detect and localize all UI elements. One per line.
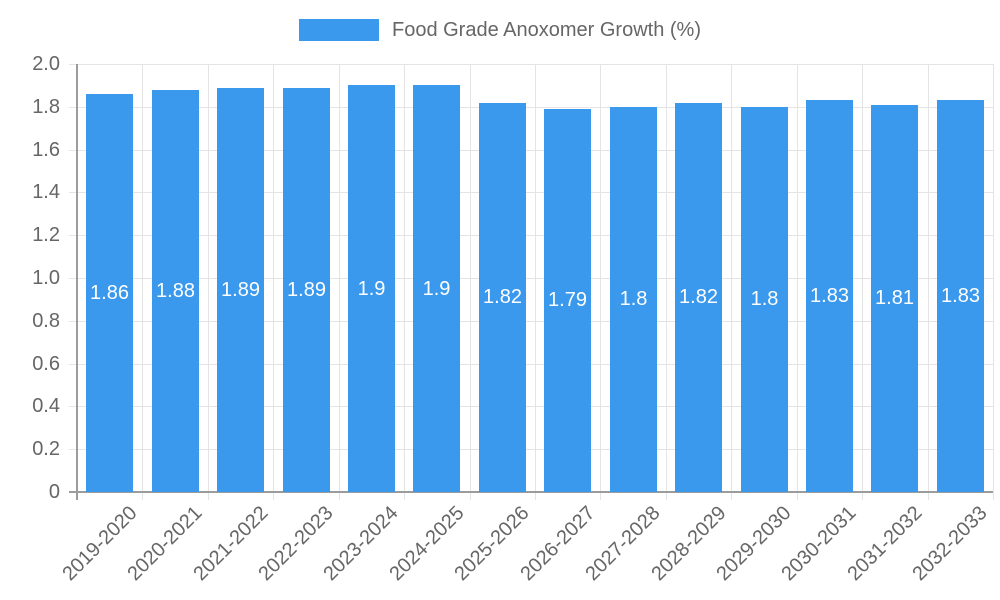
chart-legend-item[interactable]: Food Grade Anoxomer Growth (%) (0, 18, 1000, 42)
y-tick-mark (69, 278, 77, 279)
x-tick-mark (993, 492, 994, 500)
x-tick-mark (666, 492, 667, 500)
x-tick-mark (470, 492, 471, 500)
x-tick-mark (797, 492, 798, 500)
x-tick-mark (208, 492, 209, 500)
bar-2020-2021[interactable] (152, 90, 199, 492)
legend-label: Food Grade Anoxomer Growth (%) (391, 19, 701, 41)
y-tick-mark (69, 406, 77, 407)
x-tick-mark (339, 492, 340, 500)
y-tick-mark (69, 107, 77, 108)
y-axis-tick-label: 1.0 (32, 267, 60, 289)
x-tick-mark (142, 492, 143, 500)
x-gridline (666, 64, 667, 492)
y-axis-tick-label: 1.6 (32, 139, 60, 161)
x-gridline (273, 64, 274, 492)
x-gridline (208, 64, 209, 492)
bar-2030-2031[interactable] (806, 100, 853, 492)
y-tick-mark (69, 235, 77, 236)
y-axis-tick-label: 0.8 (32, 310, 60, 332)
y-axis-tick-label: 1.2 (32, 224, 60, 246)
x-tick-mark (600, 492, 601, 500)
x-tick-mark (535, 492, 536, 500)
bar-2031-2032[interactable] (871, 105, 918, 492)
y-axis-tick-label: 0.2 (32, 438, 60, 460)
bar-2023-2024[interactable] (348, 85, 395, 492)
x-gridline (797, 64, 798, 492)
x-tick-mark (731, 492, 732, 500)
bar-2022-2023[interactable] (283, 88, 330, 492)
x-gridline (993, 64, 994, 492)
x-gridline (600, 64, 601, 492)
y-tick-mark (69, 150, 77, 151)
y-axis-tick-label: 0 (48, 481, 60, 503)
x-axis-line (69, 491, 993, 493)
x-tick-mark (928, 492, 929, 500)
bar-2024-2025[interactable] (413, 85, 460, 492)
y-tick-mark (69, 364, 77, 365)
x-gridline (339, 64, 340, 492)
bar-2027-2028[interactable] (610, 107, 657, 492)
y-tick-mark (69, 321, 77, 322)
y-axis-tick-label: 0.6 (32, 353, 60, 375)
bar-2026-2027[interactable] (544, 109, 591, 492)
bar-2025-2026[interactable] (479, 103, 526, 492)
x-tick-mark (862, 492, 863, 500)
legend-swatch (298, 19, 379, 41)
bar-2028-2029[interactable] (675, 103, 722, 492)
x-tick-mark (273, 492, 274, 500)
y-axis-tick-label: 1.4 (32, 181, 60, 203)
x-gridline (535, 64, 536, 492)
y-axis-line (76, 64, 78, 500)
y-tick-mark (69, 449, 77, 450)
y-tick-mark (69, 192, 77, 193)
y-tick-mark (69, 64, 77, 65)
x-gridline (142, 64, 143, 492)
x-gridline (928, 64, 929, 492)
bar-2032-2033[interactable] (937, 100, 984, 492)
x-gridline (731, 64, 732, 492)
y-axis-tick-label: 0.4 (32, 395, 60, 417)
y-axis-tick-label: 2.0 (32, 53, 60, 75)
bar-2029-2030[interactable] (741, 107, 788, 492)
x-tick-mark (404, 492, 405, 500)
x-gridline (470, 64, 471, 492)
bar-2021-2022[interactable] (217, 88, 264, 492)
x-gridline (862, 64, 863, 492)
bar-2019-2020[interactable] (86, 94, 133, 492)
y-axis-tick-label: 1.8 (32, 96, 60, 118)
x-gridline (404, 64, 405, 492)
